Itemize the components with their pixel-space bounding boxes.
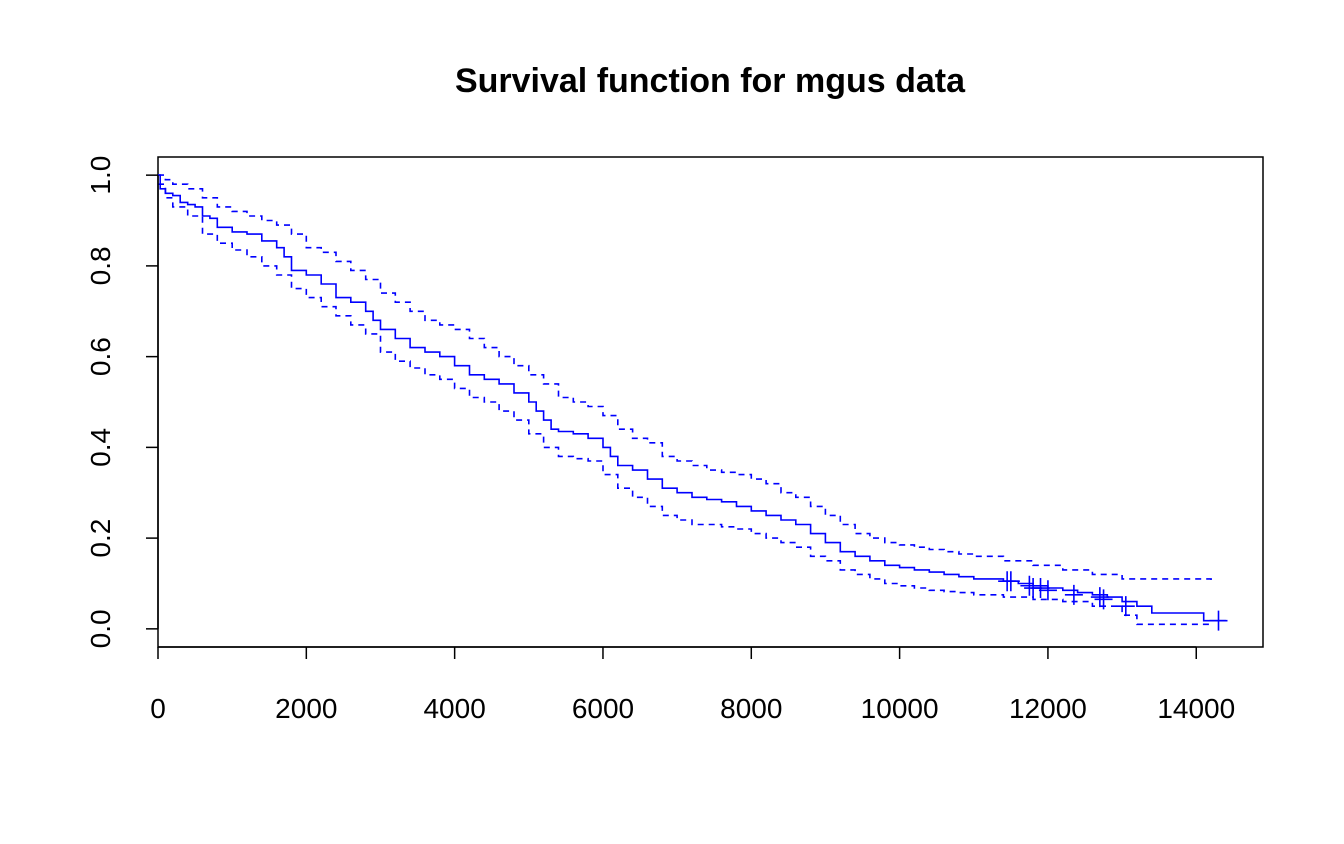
x-tick-label: 10000: [861, 693, 939, 724]
censor-mark: [1094, 589, 1113, 610]
censor-mark: [1209, 610, 1228, 631]
y-tick-label: 0.2: [85, 519, 116, 558]
x-tick-label: 14000: [1157, 693, 1235, 724]
confidence-band-1: [158, 174, 1212, 584]
censor-mark: [1090, 587, 1109, 608]
survival-curve: [158, 174, 1226, 622]
censor-mark: [1001, 571, 1020, 592]
y-tick-label: 0.8: [85, 246, 116, 285]
series-layer: [158, 174, 1226, 627]
chart-title: Survival function for mgus data: [455, 62, 966, 100]
censor-mark: [1116, 596, 1135, 617]
x-tick-label: 2000: [275, 693, 337, 724]
x-tick-label: 8000: [720, 693, 782, 724]
x-axis: 0 2000 4000 6000 8000 10000 12000 14000: [150, 646, 1235, 724]
censor-mark: [1020, 575, 1039, 596]
y-tick-label: 0.0: [85, 609, 116, 648]
confidence-band-2: [158, 183, 1212, 627]
y-axis: 0.0 0.2 0.4 0.6 0.8 1.0: [85, 156, 159, 648]
y-tick-label: 0.6: [85, 337, 116, 376]
plot-frame: [157, 156, 1264, 648]
censor-mark: [1038, 580, 1057, 601]
x-tick-label: 6000: [572, 693, 634, 724]
y-tick-label: 0.4: [85, 428, 116, 467]
x-tick-label: 4000: [423, 693, 485, 724]
censor-mark: [1064, 584, 1083, 605]
y-tick-label: 1.0: [85, 156, 116, 195]
x-tick-label: 12000: [1009, 693, 1087, 724]
x-tick-label: 0: [150, 693, 166, 724]
censor-marks: [998, 571, 1228, 631]
censor-mark: [1031, 578, 1050, 599]
